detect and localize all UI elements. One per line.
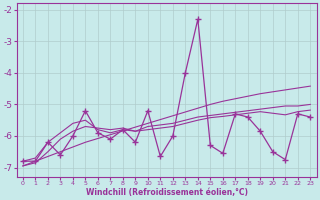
X-axis label: Windchill (Refroidissement éolien,°C): Windchill (Refroidissement éolien,°C) [85, 188, 248, 197]
